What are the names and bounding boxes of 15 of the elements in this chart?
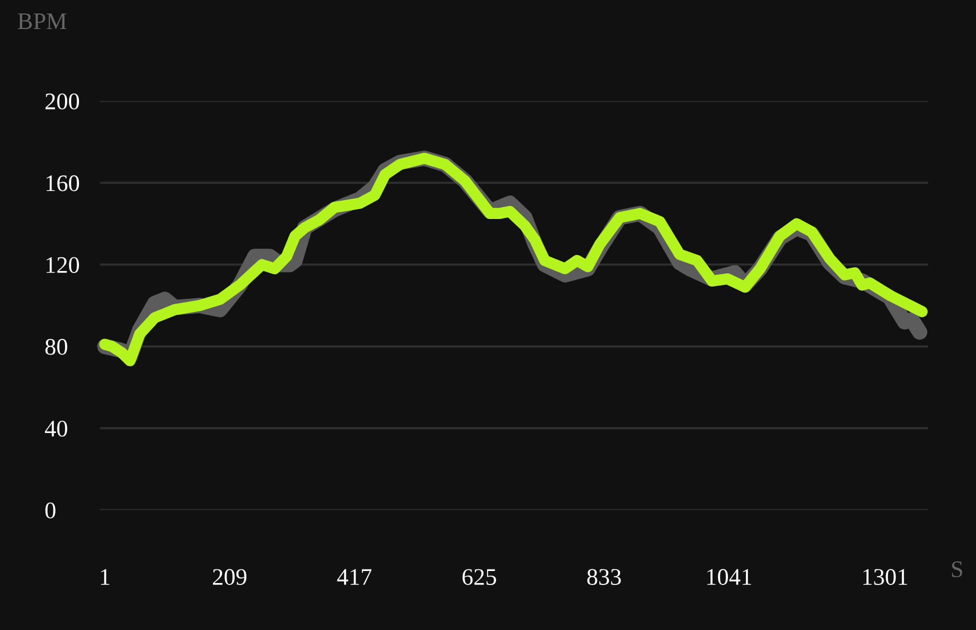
y-tick-label: 0 [45, 502, 56, 518]
y-tick-label: 160 [46, 175, 79, 192]
x-tick-label: 1301 [863, 569, 908, 585]
y-axis-title: BPM [18, 14, 66, 30]
x-tick-label: 1 [101, 569, 110, 585]
y-tick-label: 200 [46, 93, 79, 110]
x-axis-title: S [952, 561, 962, 578]
x-tick-label: 625 [462, 569, 496, 585]
y-tick-label: 80 [45, 338, 68, 355]
x-tick-label: 209 [212, 569, 246, 585]
x-tick-label: 417 [337, 569, 372, 585]
y-tick-label: 120 [46, 257, 79, 274]
x-tick-label: 833 [587, 569, 621, 585]
x-tick-label: 1041 [707, 569, 752, 585]
y-tick-label: 40 [44, 420, 68, 437]
